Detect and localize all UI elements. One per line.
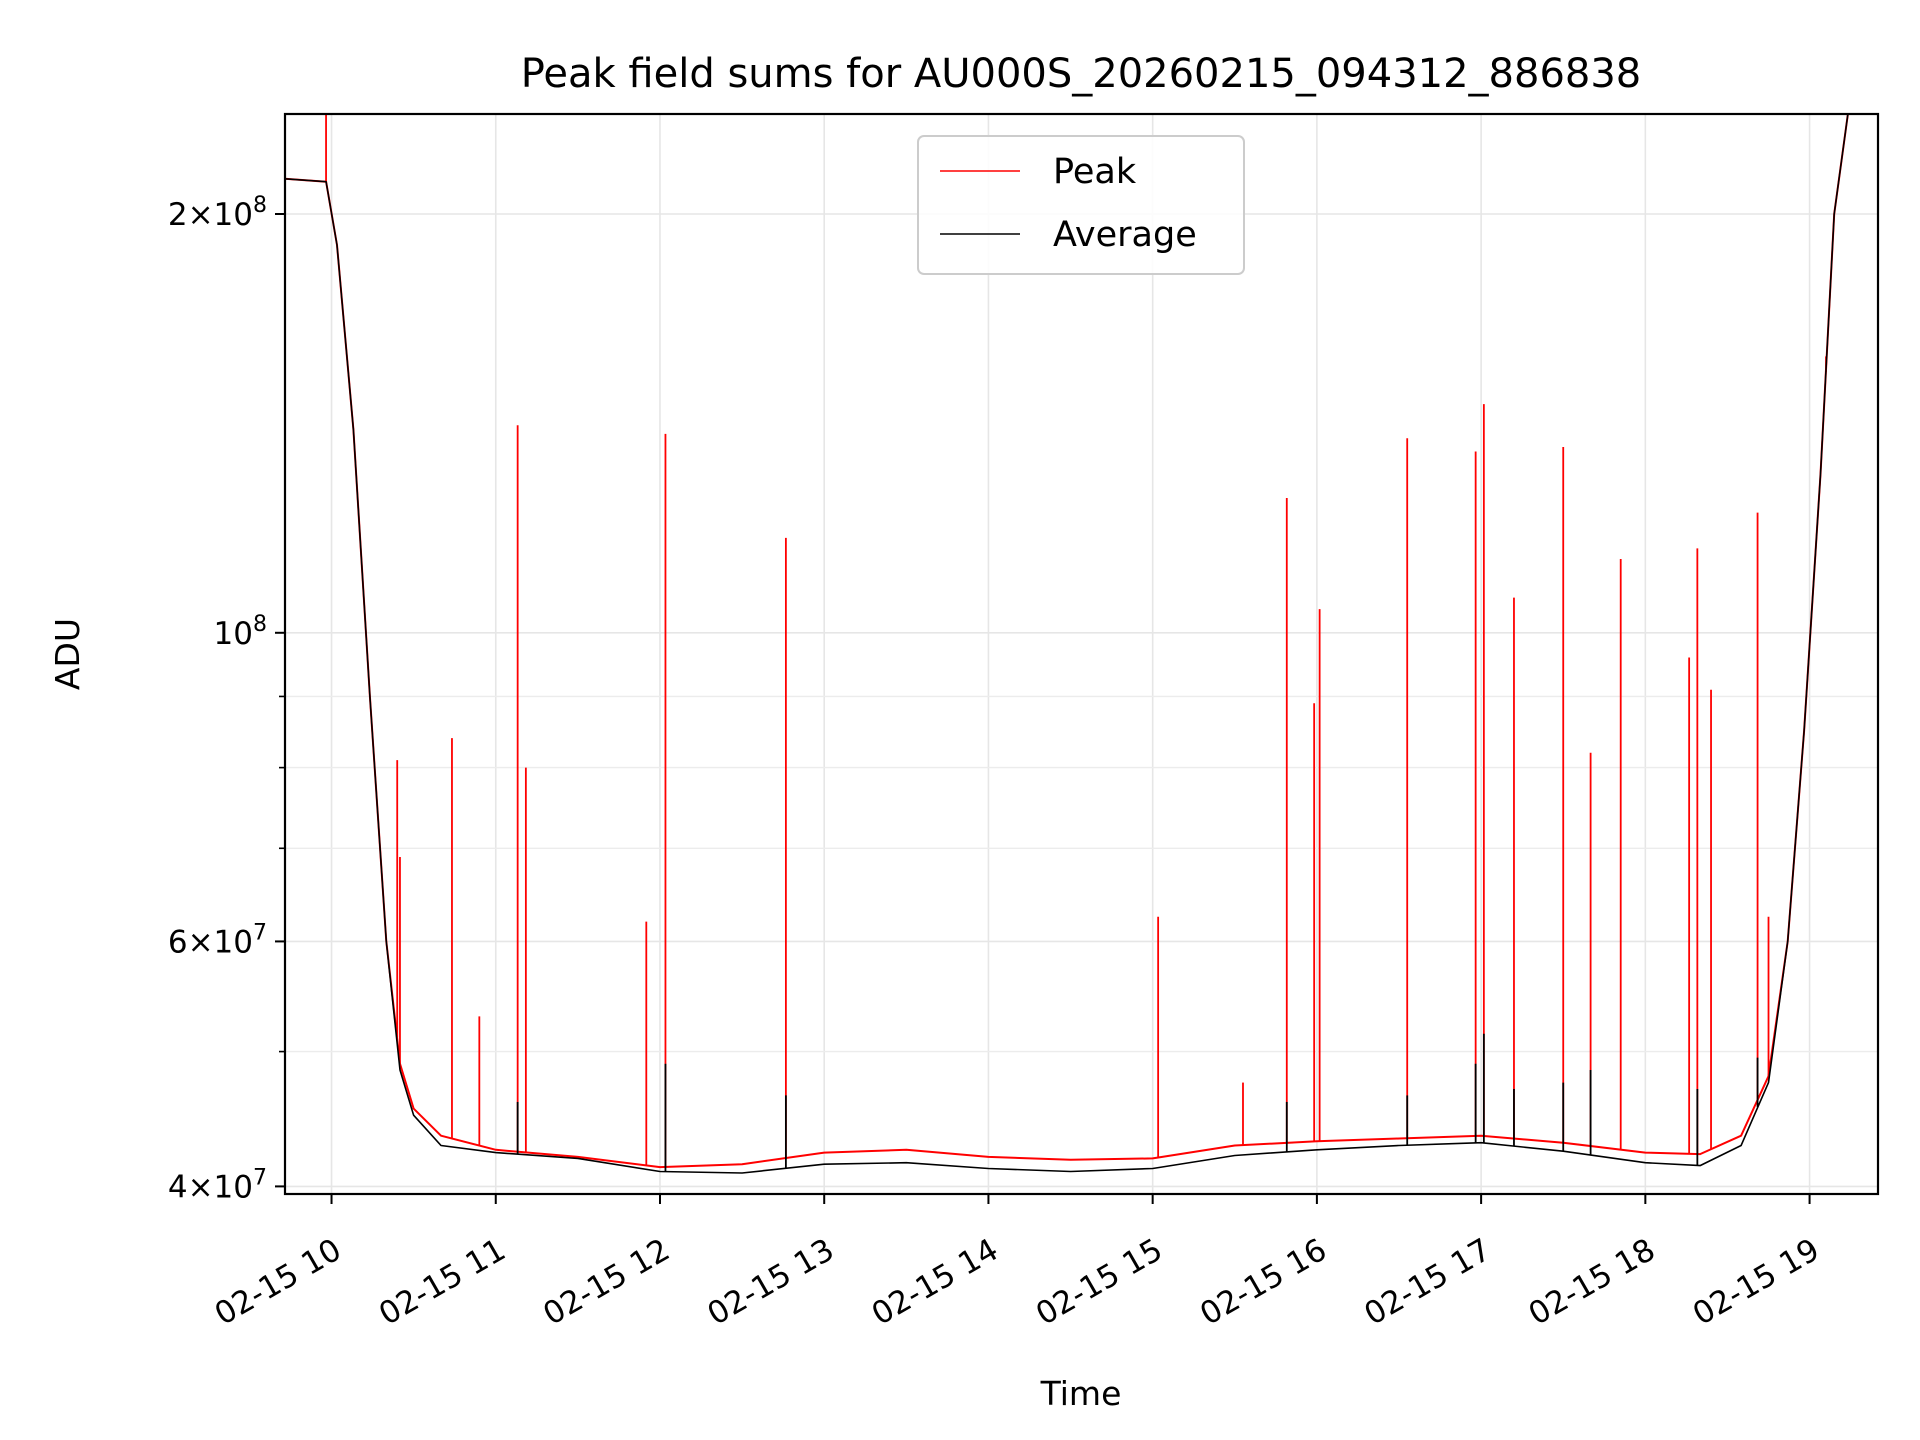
series-layer xyxy=(284,113,1849,1174)
plot-frame xyxy=(283,112,1880,1196)
legend: Peak Average xyxy=(917,135,1245,275)
y-tick-label: 6×107 xyxy=(168,920,267,960)
legend-label-peak: Peak xyxy=(1053,152,1137,192)
y-axis-label: ADU xyxy=(48,618,87,690)
legend-label-average: Average xyxy=(1053,215,1197,255)
y-tick-label: 108 xyxy=(214,612,267,652)
y-tick-label: 4×107 xyxy=(168,1165,267,1205)
x-axis-label: Time xyxy=(1040,1374,1122,1413)
y-tick-label: 2×108 xyxy=(168,193,267,233)
chart-title: Peak field sums for AU000S_20260215_0943… xyxy=(521,51,1642,97)
series-line-average xyxy=(284,113,1849,1174)
